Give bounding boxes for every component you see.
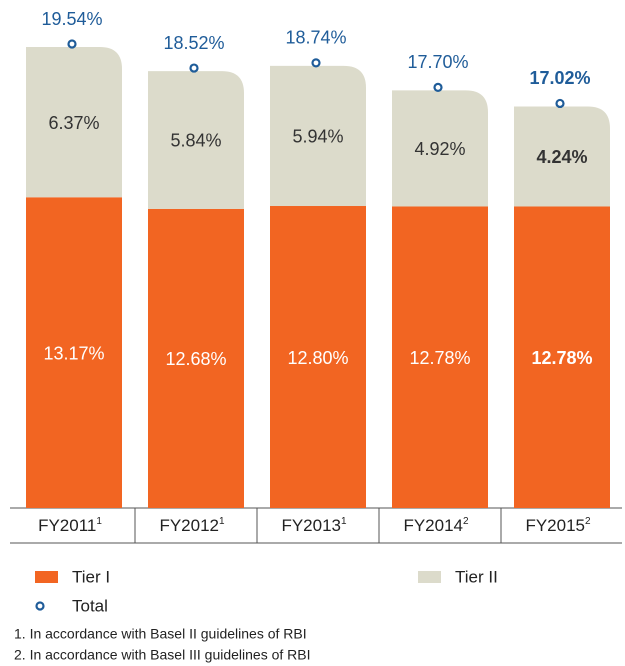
value-label: 4.24%	[536, 147, 587, 167]
value-label: 6.37%	[48, 113, 99, 133]
category: FY2014	[403, 516, 463, 535]
bar-segment	[26, 197, 122, 509]
value-label: 5.94%	[292, 127, 343, 147]
category: FY2012	[159, 516, 219, 535]
total-marker	[311, 58, 321, 68]
legend-label: Total	[72, 596, 108, 615]
category-note: 1	[96, 516, 102, 527]
category-note: 2	[463, 516, 469, 527]
total-label: 17.70%	[407, 52, 468, 72]
total-marker	[433, 82, 443, 93]
bar-segment	[26, 47, 122, 198]
category: FY2013	[281, 516, 341, 535]
x-tick-label: FY20121	[159, 516, 225, 536]
category-note: 2	[585, 516, 591, 527]
total-label: 18.52%	[163, 33, 224, 53]
value-label: 12.80%	[287, 348, 348, 368]
footnote: 2. In accordance with Basel III guidelin…	[14, 647, 311, 663]
x-tick-label: FY20152	[525, 516, 591, 536]
total-label: 17.02%	[529, 68, 590, 88]
category: FY2011	[38, 516, 96, 535]
bar-segment	[270, 206, 366, 508]
total-marker	[67, 39, 77, 49]
total-marker	[189, 63, 199, 73]
legend-label: Tier I	[72, 567, 110, 586]
bar-segment	[514, 206, 610, 508]
category-note: 1	[219, 516, 225, 527]
legend-label: Tier II	[455, 567, 498, 586]
value-label: 5.84%	[170, 131, 221, 151]
value-label: 13.17%	[43, 343, 104, 363]
bar-segment	[514, 106, 610, 207]
legend-swatch	[418, 571, 441, 583]
legend-swatch	[35, 571, 58, 583]
legend-marker	[35, 601, 45, 611]
category-note: 1	[341, 516, 347, 527]
bar-segment	[392, 206, 488, 508]
x-tick-label: FY20131	[281, 516, 347, 536]
total-label: 19.54%	[41, 9, 102, 29]
total-label: 18.74%	[285, 28, 346, 48]
x-tick-label: FY20142	[403, 516, 469, 536]
bar-segment	[392, 90, 488, 207]
value-label: 12.78%	[531, 348, 592, 368]
x-tick-label: FY20111	[38, 516, 102, 536]
value-label: 12.78%	[409, 348, 470, 368]
bar-segment	[270, 65, 366, 207]
bar-segment	[148, 71, 244, 209]
footnote: 1. In accordance with Basel II guideline…	[14, 626, 307, 642]
bar-segment	[148, 208, 244, 508]
value-label: 12.68%	[165, 349, 226, 369]
category: FY2015	[525, 516, 585, 535]
total-marker	[555, 98, 565, 109]
value-label: 4.92%	[414, 139, 465, 159]
